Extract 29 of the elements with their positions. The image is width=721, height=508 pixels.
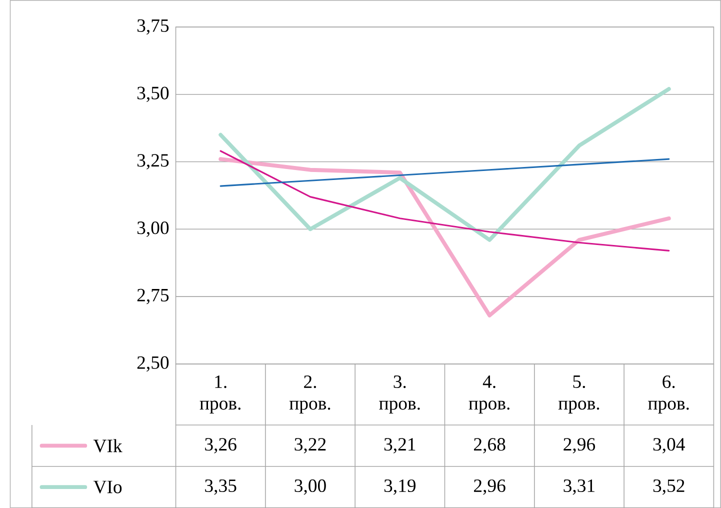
line-series: [218, 86, 671, 242]
data-label: 3,04: [653, 438, 685, 454]
legend-label: VIk: [93, 439, 122, 452]
line-series: [220, 150, 670, 252]
y-tick-label: 3,75: [137, 19, 169, 35]
x-tick-label: 5. пров.: [558, 375, 600, 414]
data-label: 3,26: [205, 438, 236, 454]
y-tick-label: 2,75: [137, 288, 169, 304]
data-label: 3,31: [564, 479, 594, 495]
y-tick-label: 3,00: [137, 221, 169, 237]
data-label: 3,21: [384, 438, 416, 454]
data-label: 3,35: [205, 479, 236, 495]
data-label: 2,96: [474, 479, 506, 495]
data-label: 3,22: [294, 438, 326, 454]
x-tick-label: 2. пров.: [289, 375, 330, 414]
line-series: [218, 157, 671, 318]
y-tick-label: 2,50: [137, 356, 169, 372]
data-label: 3,52: [653, 479, 684, 495]
x-tick-label: 6. пров.: [648, 375, 689, 414]
x-tick-label: 3. пров.: [379, 375, 420, 414]
data-label: 2,96: [564, 438, 596, 454]
data-label: 3,19: [384, 479, 416, 495]
data-label: 2,68: [474, 438, 506, 454]
x-tick-label: 4. пров.: [468, 375, 510, 414]
y-tick-label: 3,50: [137, 86, 169, 102]
legend-label: VIo: [93, 480, 122, 494]
x-tick-label: 1. пров.: [200, 375, 240, 414]
data-label: 3,00: [294, 479, 326, 495]
y-tick-label: 3,25: [137, 154, 169, 170]
